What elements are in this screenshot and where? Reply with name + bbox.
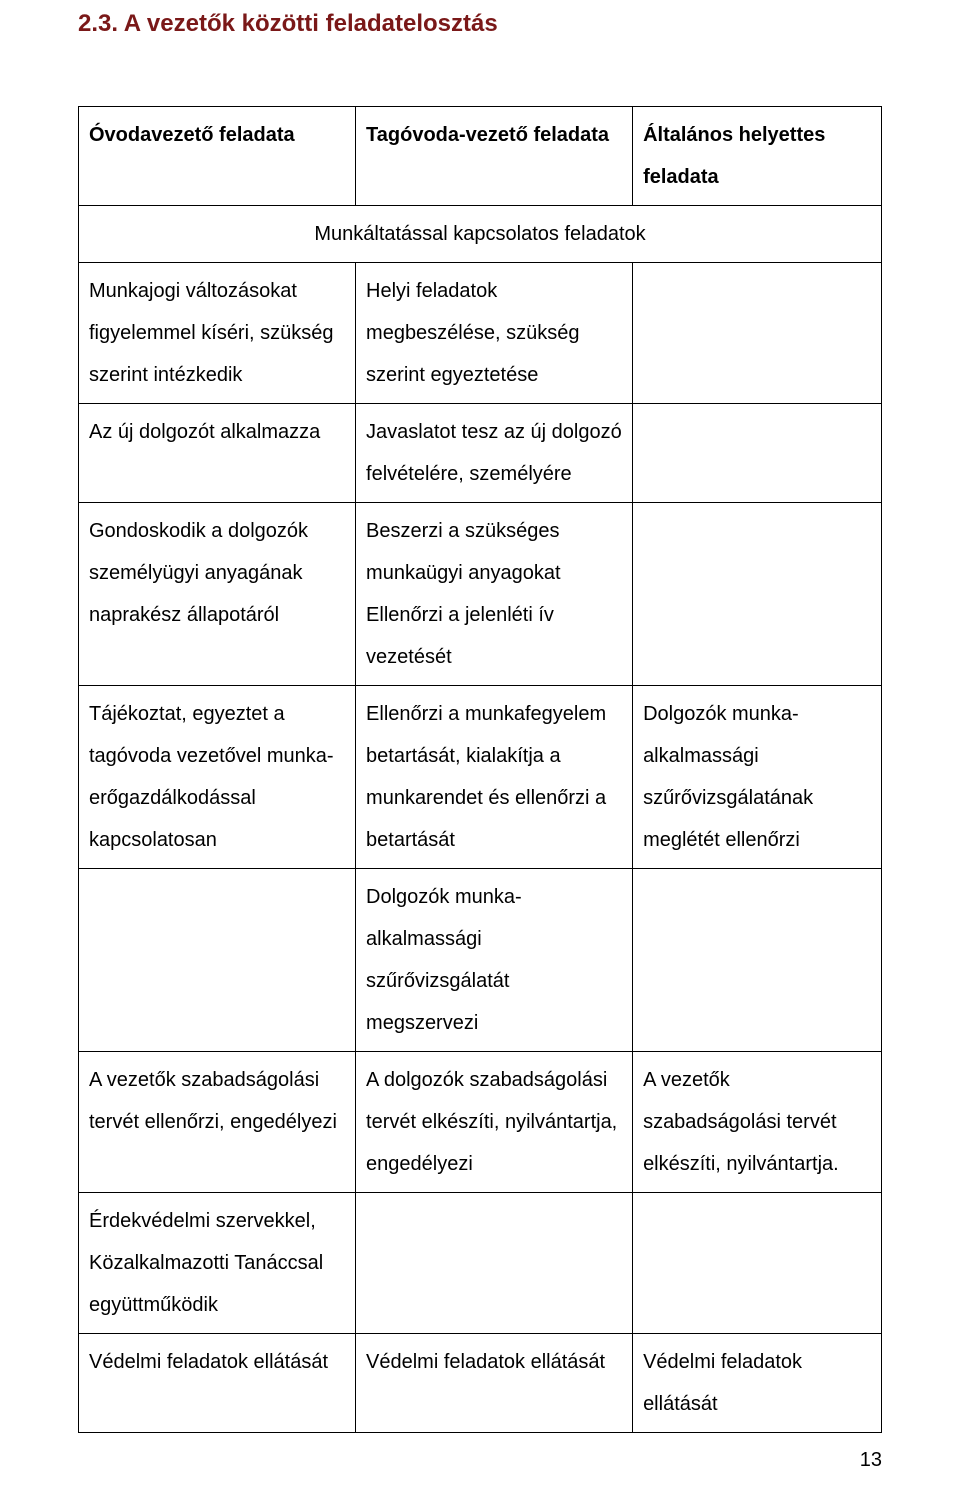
cell <box>633 404 882 503</box>
task-allocation-table: Óvodavezető feladata Tagóvoda-vezető fel… <box>78 106 882 1433</box>
header-col2: Tagóvoda-vezető feladata <box>356 107 633 206</box>
cell: Dolgozók munka-alkalmassági szűrővizsgál… <box>356 869 633 1052</box>
table-row: Dolgozók munka-alkalmassági szűrővizsgál… <box>79 869 882 1052</box>
cell <box>633 263 882 404</box>
table-body: Munkajogi változásokat figyelemmel kísér… <box>79 263 882 1433</box>
cell: Ellenőrzi a munkafegyelem betartását, ki… <box>356 686 633 869</box>
table-row: Gondoskodik a dolgozók személyügyi anyag… <box>79 503 882 686</box>
cell: A vezetők szabadságolási tervét elkészít… <box>633 1052 882 1193</box>
cell: Védelmi feladatok ellátását <box>356 1334 633 1433</box>
cell <box>79 869 356 1052</box>
page-number: 13 <box>860 1449 882 1472</box>
cell: Dolgozók munka-alkalmassági szűrővizsgál… <box>633 686 882 869</box>
section-title: 2.3. A vezetők közötti feladatelosztás <box>78 10 882 38</box>
cell: Munkajogi változásokat figyelemmel kísér… <box>79 263 356 404</box>
cell <box>356 1193 633 1334</box>
cell: Gondoskodik a dolgozók személyügyi anyag… <box>79 503 356 686</box>
table-row: Védelmi feladatok ellátását Védelmi fela… <box>79 1334 882 1433</box>
table-row: Érdekvédelmi szervekkel, Közalkalmazotti… <box>79 1193 882 1334</box>
table-header-row: Óvodavezető feladata Tagóvoda-vezető fel… <box>79 107 882 206</box>
cell: Az új dolgozót alkalmazza <box>79 404 356 503</box>
cell <box>633 1193 882 1334</box>
cell: Védelmi feladatok ellátását <box>79 1334 356 1433</box>
cell: Helyi feladatok megbeszélése, szükség sz… <box>356 263 633 404</box>
cell: Javaslatot tesz az új dolgozó felvételér… <box>356 404 633 503</box>
header-col1: Óvodavezető feladata <box>79 107 356 206</box>
cell <box>633 869 882 1052</box>
cell: Védelmi feladatok ellátását <box>633 1334 882 1433</box>
table-subheader-row: Munkáltatással kapcsolatos feladatok <box>79 206 882 263</box>
subheader: Munkáltatással kapcsolatos feladatok <box>79 206 882 263</box>
table-row: Tájékoztat, egyeztet a tagóvoda vezetőve… <box>79 686 882 869</box>
table-row: A vezetők szabadságolási tervét ellenőrz… <box>79 1052 882 1193</box>
cell: Érdekvédelmi szervekkel, Közalkalmazotti… <box>79 1193 356 1334</box>
cell: A dolgozók szabadságolási tervét elkészí… <box>356 1052 633 1193</box>
table-row: Munkajogi változásokat figyelemmel kísér… <box>79 263 882 404</box>
cell: Beszerzi a szükséges munkaügyi anyagokat… <box>356 503 633 686</box>
header-col3: Általános helyettes feladata <box>633 107 882 206</box>
table-row: Az új dolgozót alkalmazza Javaslatot tes… <box>79 404 882 503</box>
cell: A vezetők szabadságolási tervét ellenőrz… <box>79 1052 356 1193</box>
cell <box>633 503 882 686</box>
cell: Tájékoztat, egyeztet a tagóvoda vezetőve… <box>79 686 356 869</box>
